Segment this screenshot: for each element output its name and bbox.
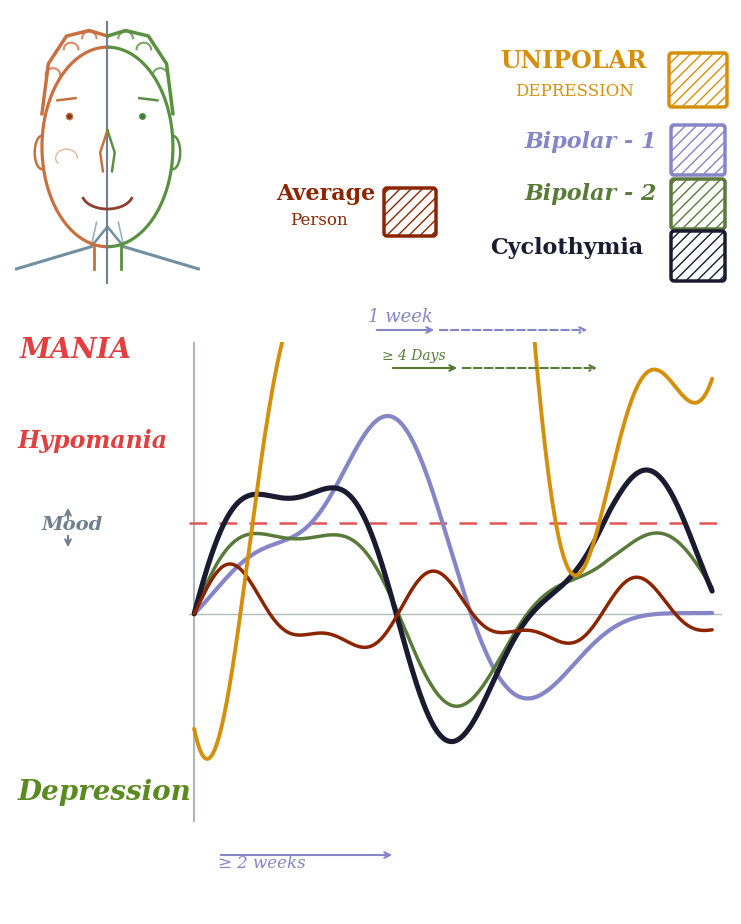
FancyBboxPatch shape [671,231,725,281]
FancyBboxPatch shape [671,125,725,175]
Text: ≥ 2 weeks: ≥ 2 weeks [218,855,305,872]
Text: Bipolar - 1: Bipolar - 1 [525,131,657,153]
FancyBboxPatch shape [671,179,725,229]
Text: ≥ 4 Days: ≥ 4 Days [382,349,445,363]
Text: DEPRESSION: DEPRESSION [515,83,634,100]
FancyBboxPatch shape [384,188,436,236]
Text: 1 week: 1 week [368,308,433,326]
FancyBboxPatch shape [669,53,727,107]
Text: Depression: Depression [18,779,192,806]
Text: UNIPOLAR: UNIPOLAR [500,49,646,73]
Text: MANIA: MANIA [20,337,132,364]
Text: Cyclothymia: Cyclothymia [490,237,643,259]
Text: Average: Average [276,183,375,205]
Text: Mood: Mood [42,516,103,534]
Text: Hypomania: Hypomania [18,429,168,453]
Text: Person: Person [290,212,348,229]
Text: Bipolar - 2: Bipolar - 2 [525,183,657,205]
